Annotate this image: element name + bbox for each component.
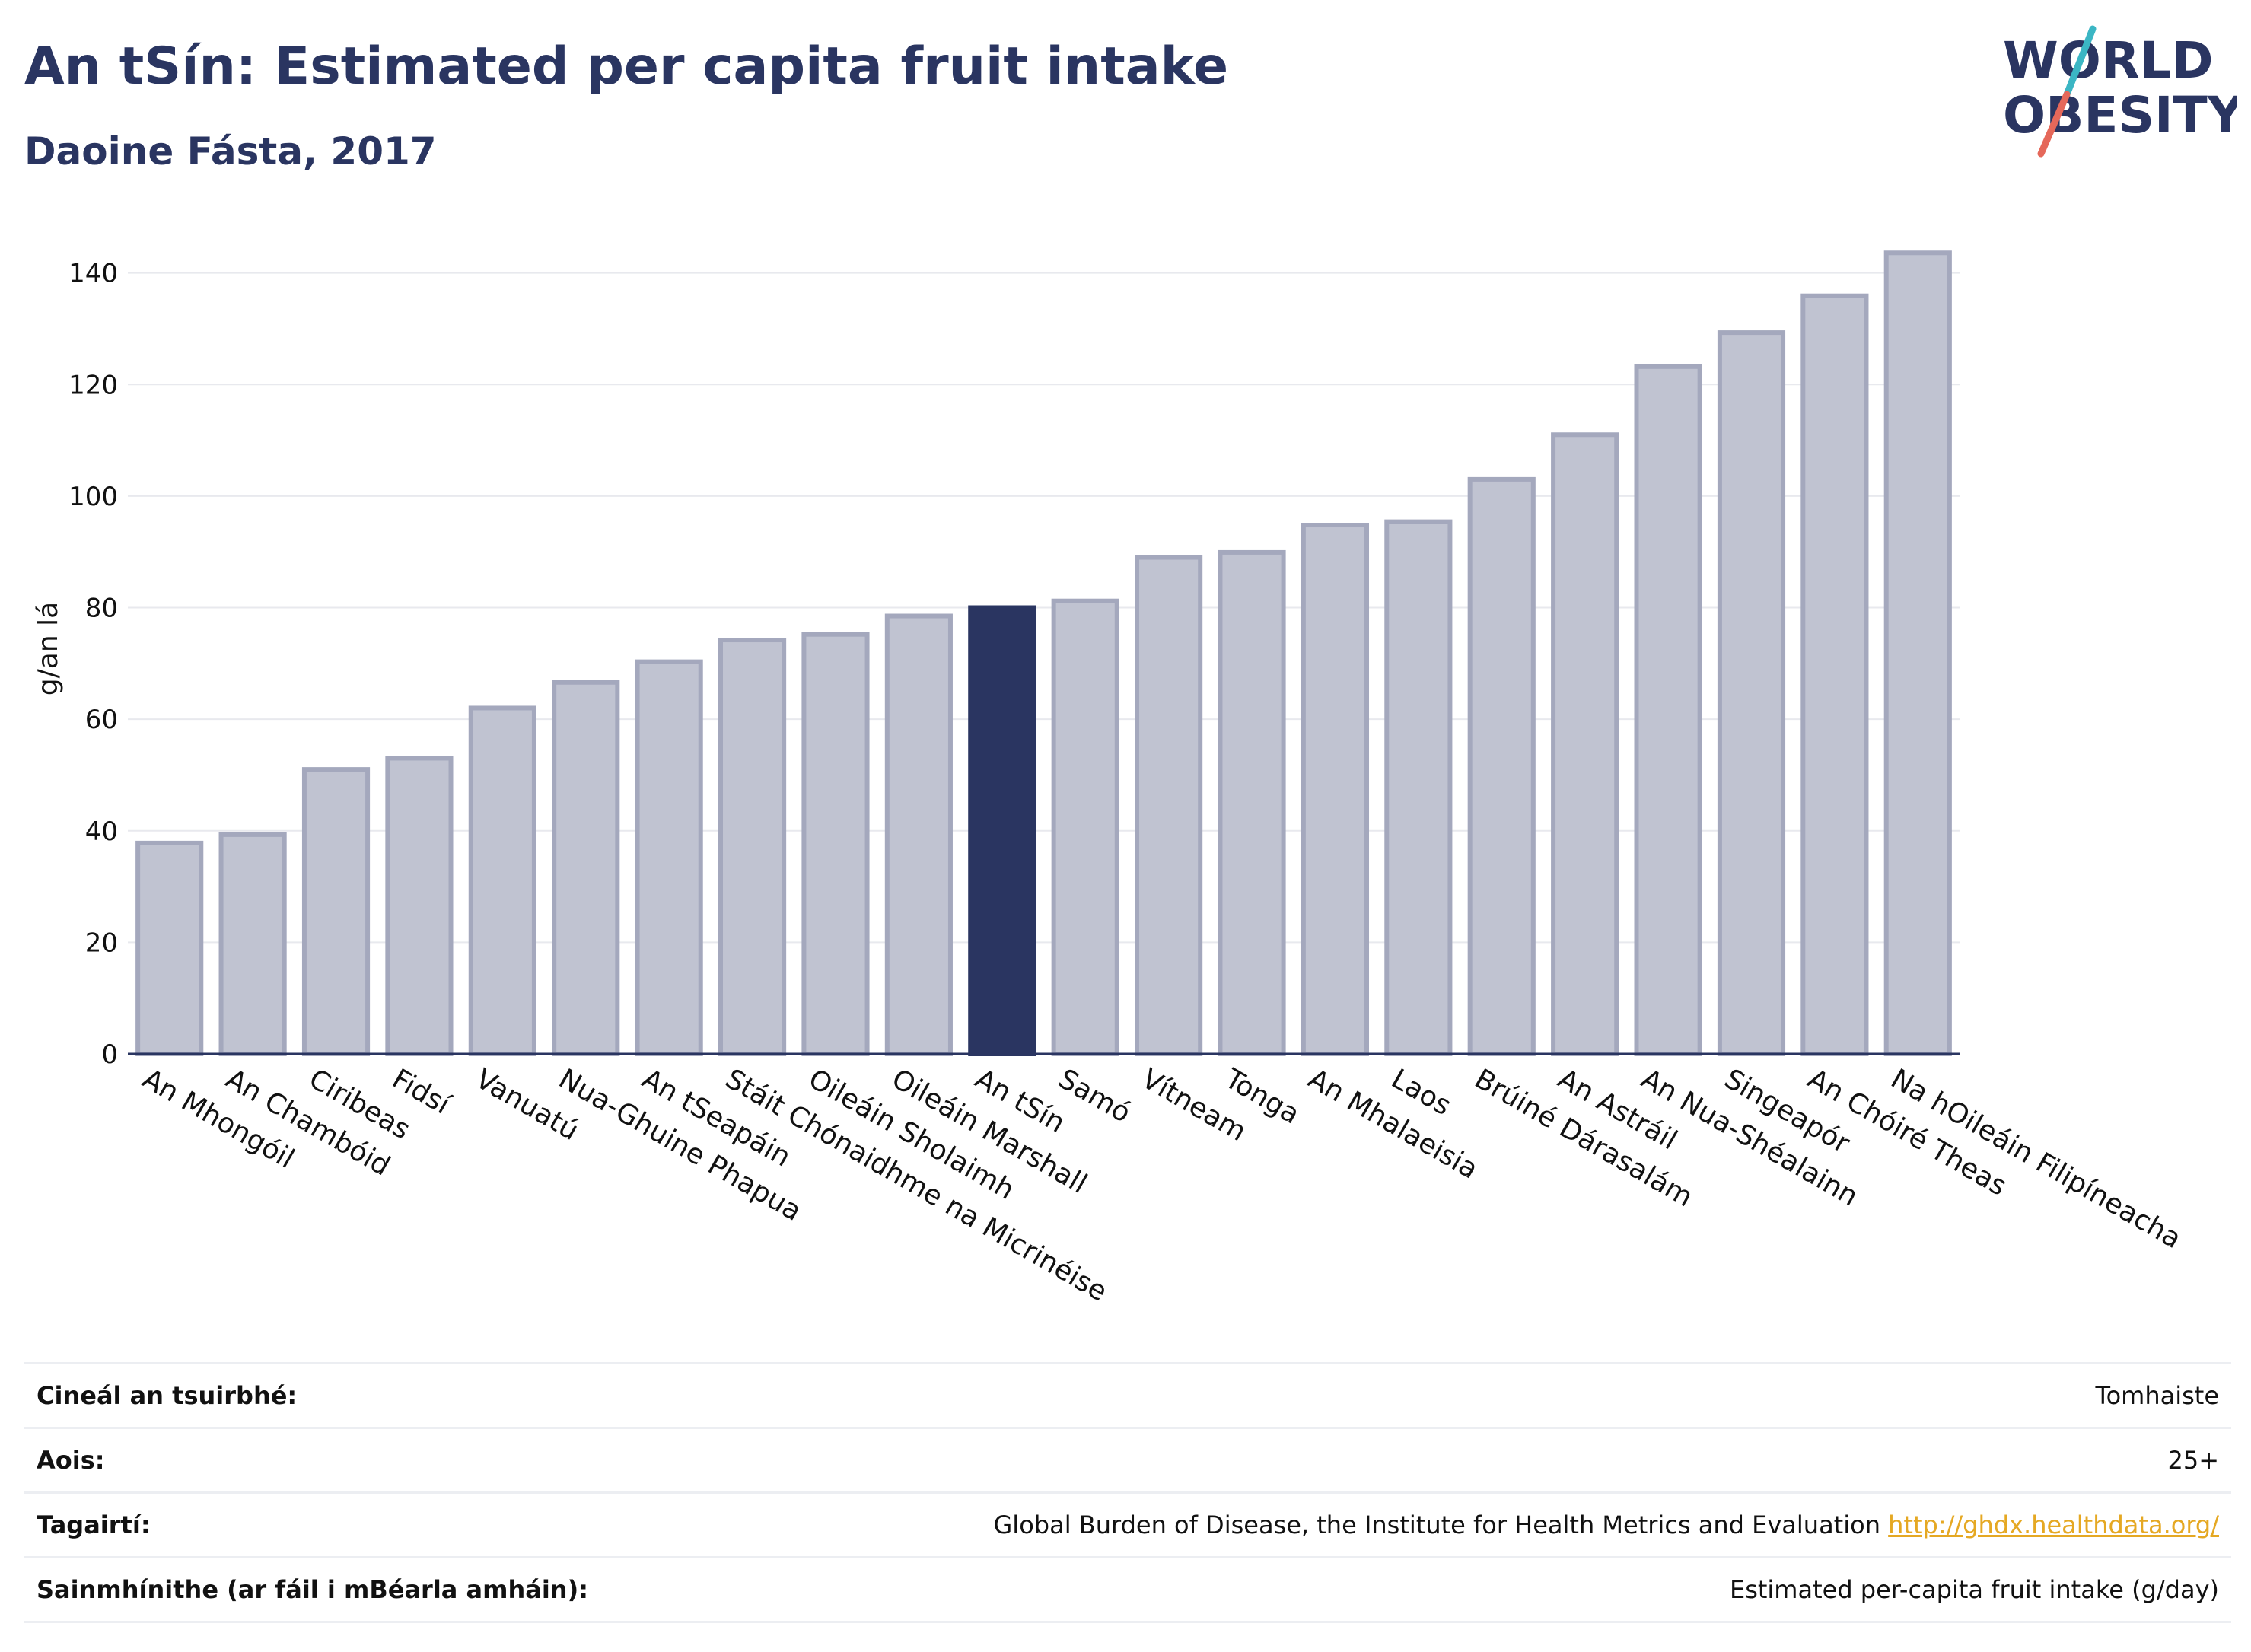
bar[interactable]	[1218, 549, 1286, 1056]
info-row-survey-type: Cineál an tsuirbhé: Tomhaiste	[24, 1362, 2231, 1427]
y-tick-label: 140	[68, 259, 118, 289]
bar[interactable]	[1467, 476, 1536, 1056]
bar[interactable]	[135, 840, 204, 1056]
info-row-definitions: Sainmhínithe (ar fáil i mBéarla amháin):…	[24, 1556, 2231, 1623]
info-label: Aois:	[37, 1446, 105, 1475]
y-axis-label: g/an lá	[33, 602, 64, 695]
y-tick-label: 40	[85, 816, 118, 847]
bar[interactable]	[1634, 364, 1702, 1057]
info-value: Tomhaiste	[2095, 1381, 2219, 1410]
bar[interactable]	[1051, 598, 1119, 1056]
info-value: Global Burden of Disease, the Institute …	[993, 1510, 1880, 1539]
bar[interactable]	[1135, 555, 1203, 1056]
bar[interactable]	[884, 613, 953, 1056]
bar[interactable]	[1883, 250, 1952, 1057]
y-axis-ticks: 0 20 40 60 80 100 120 140	[68, 259, 118, 1070]
bar[interactable]	[1384, 519, 1453, 1056]
chart-subtitle: Daoine Fásta, 2017	[24, 129, 437, 173]
logo-line1: WORLD	[2003, 31, 2214, 90]
bar[interactable]	[1301, 523, 1370, 1056]
info-table: Cineál an tsuirbhé: Tomhaiste Aois: 25+ …	[24, 1362, 2231, 1623]
y-tick-label: 20	[85, 928, 118, 958]
info-value-wrap: Global Burden of Disease, the Institute …	[994, 1510, 2232, 1539]
bar-highlighted[interactable]	[968, 605, 1036, 1056]
logo-line2: OBESITY	[2003, 86, 2237, 145]
info-label: Cineál an tsuirbhé:	[37, 1381, 298, 1410]
info-label: Sainmhínithe (ar fáil i mBéarla amháin):	[37, 1575, 588, 1604]
chart-title: An tSín: Estimated per capita fruit inta…	[24, 37, 1229, 97]
world-obesity-logo: WORLD OBESITY	[2003, 25, 2237, 158]
info-value: 25+	[2167, 1446, 2219, 1475]
reference-link[interactable]: http://ghdx.healthdata.org/	[1888, 1510, 2219, 1539]
bar[interactable]	[218, 832, 287, 1057]
info-label: Tagairtí:	[37, 1510, 151, 1539]
bar[interactable]	[1551, 432, 1619, 1056]
logo-slash-top	[2063, 25, 2097, 98]
bar[interactable]	[718, 638, 787, 1056]
bar[interactable]	[1800, 293, 1869, 1057]
info-row-references: Tagairtí: Global Burden of Disease, the …	[24, 1491, 2231, 1556]
bar[interactable]	[801, 632, 870, 1056]
logo-slash-bottom	[2037, 91, 2071, 158]
y-tick-label: 60	[85, 705, 118, 735]
y-tick-label: 80	[85, 594, 118, 624]
bar[interactable]	[552, 680, 620, 1056]
y-tick-label: 100	[68, 482, 118, 512]
info-row-age: Aois: 25+	[24, 1427, 2231, 1491]
bar[interactable]	[301, 767, 371, 1056]
bars	[135, 250, 1952, 1057]
bar[interactable]	[635, 659, 703, 1056]
info-value: Estimated per-capita fruit intake (g/day…	[1729, 1575, 2219, 1604]
bar[interactable]	[385, 756, 454, 1056]
y-tick-label: 0	[101, 1039, 118, 1070]
y-tick-label: 120	[68, 370, 118, 400]
bar[interactable]	[468, 705, 536, 1056]
bar[interactable]	[1717, 330, 1786, 1057]
